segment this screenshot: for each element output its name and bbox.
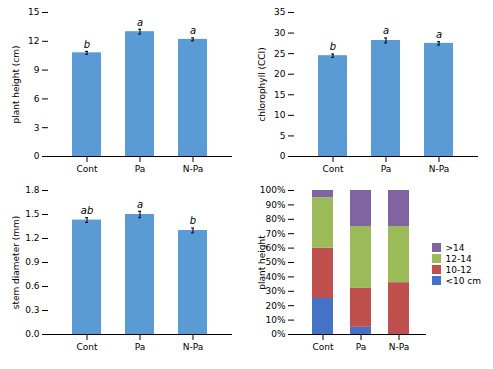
svg-text:Cont: Cont bbox=[76, 342, 97, 352]
svg-text:N-Pa: N-Pa bbox=[183, 164, 204, 174]
svg-text:a: a bbox=[436, 29, 442, 40]
svg-text:90%: 90% bbox=[265, 200, 285, 210]
svg-text:plant height: plant height bbox=[257, 235, 267, 290]
svg-text:1.5: 1.5 bbox=[25, 209, 39, 219]
svg-text:60%: 60% bbox=[265, 243, 285, 253]
svg-text:Cont: Cont bbox=[76, 164, 97, 174]
svg-text:5: 5 bbox=[280, 131, 286, 141]
svg-text:15: 15 bbox=[274, 90, 285, 100]
svg-text:9: 9 bbox=[34, 65, 40, 75]
svg-text:b: b bbox=[190, 215, 196, 226]
svg-text:0.6: 0.6 bbox=[25, 281, 40, 291]
svg-text:80%: 80% bbox=[265, 214, 285, 224]
svg-text:chlorophyll (CCI): chlorophyll (CCI) bbox=[257, 47, 267, 122]
html-text:12-14: 12-14 bbox=[445, 253, 472, 264]
html-text:>14: >14 bbox=[445, 242, 465, 253]
svg-text:a: a bbox=[190, 25, 196, 36]
svg-text:a: a bbox=[137, 17, 143, 28]
svg-text:70%: 70% bbox=[265, 229, 285, 239]
svg-text:1.2: 1.2 bbox=[25, 233, 39, 243]
svg-text:3: 3 bbox=[34, 123, 40, 133]
svg-text:10: 10 bbox=[274, 110, 286, 120]
svg-text:N-Pa: N-Pa bbox=[429, 164, 450, 174]
svg-text:Pa: Pa bbox=[381, 164, 392, 174]
svg-text:Cont: Cont bbox=[322, 164, 343, 174]
svg-text:N-Pa: N-Pa bbox=[183, 342, 204, 352]
svg-text:ab: ab bbox=[81, 205, 93, 216]
svg-text:0.0: 0.0 bbox=[25, 329, 40, 339]
svg-text:Pa: Pa bbox=[135, 342, 146, 352]
svg-text:N-Pa: N-Pa bbox=[389, 342, 410, 352]
svg-text:b: b bbox=[330, 41, 336, 52]
svg-text:Pa: Pa bbox=[356, 342, 367, 352]
svg-text:plant height (cm): plant height (cm) bbox=[11, 45, 21, 123]
html-text:<10 cm: <10 cm bbox=[445, 275, 482, 286]
svg-text:40%: 40% bbox=[265, 272, 285, 282]
svg-text:20: 20 bbox=[274, 69, 286, 79]
svg-text:0.3: 0.3 bbox=[25, 305, 39, 315]
svg-text:0: 0 bbox=[34, 151, 40, 161]
svg-text:10%: 10% bbox=[265, 315, 285, 325]
svg-text:0: 0 bbox=[280, 151, 286, 161]
svg-text:20%: 20% bbox=[265, 301, 285, 311]
svg-text:50%: 50% bbox=[265, 257, 285, 267]
svg-text:100%: 100% bbox=[260, 185, 286, 195]
svg-text:1.8: 1.8 bbox=[25, 185, 40, 195]
svg-text:a: a bbox=[383, 25, 389, 36]
svg-text:0%: 0% bbox=[271, 329, 286, 339]
svg-text:b: b bbox=[84, 39, 90, 50]
svg-text:25: 25 bbox=[274, 49, 285, 59]
svg-text:15: 15 bbox=[28, 7, 39, 17]
svg-text:stem diameter (mm): stem diameter (mm) bbox=[11, 216, 21, 310]
html-text:10-12: 10-12 bbox=[445, 264, 472, 275]
svg-text:30%: 30% bbox=[265, 286, 285, 296]
svg-text:6: 6 bbox=[34, 94, 40, 104]
svg-text:Pa: Pa bbox=[135, 164, 146, 174]
svg-text:12: 12 bbox=[28, 36, 39, 46]
svg-text:a: a bbox=[137, 199, 143, 210]
svg-text:35: 35 bbox=[274, 7, 285, 17]
svg-text:30: 30 bbox=[274, 28, 286, 38]
svg-text:0.9: 0.9 bbox=[25, 257, 40, 267]
svg-text:Cont: Cont bbox=[312, 342, 333, 352]
